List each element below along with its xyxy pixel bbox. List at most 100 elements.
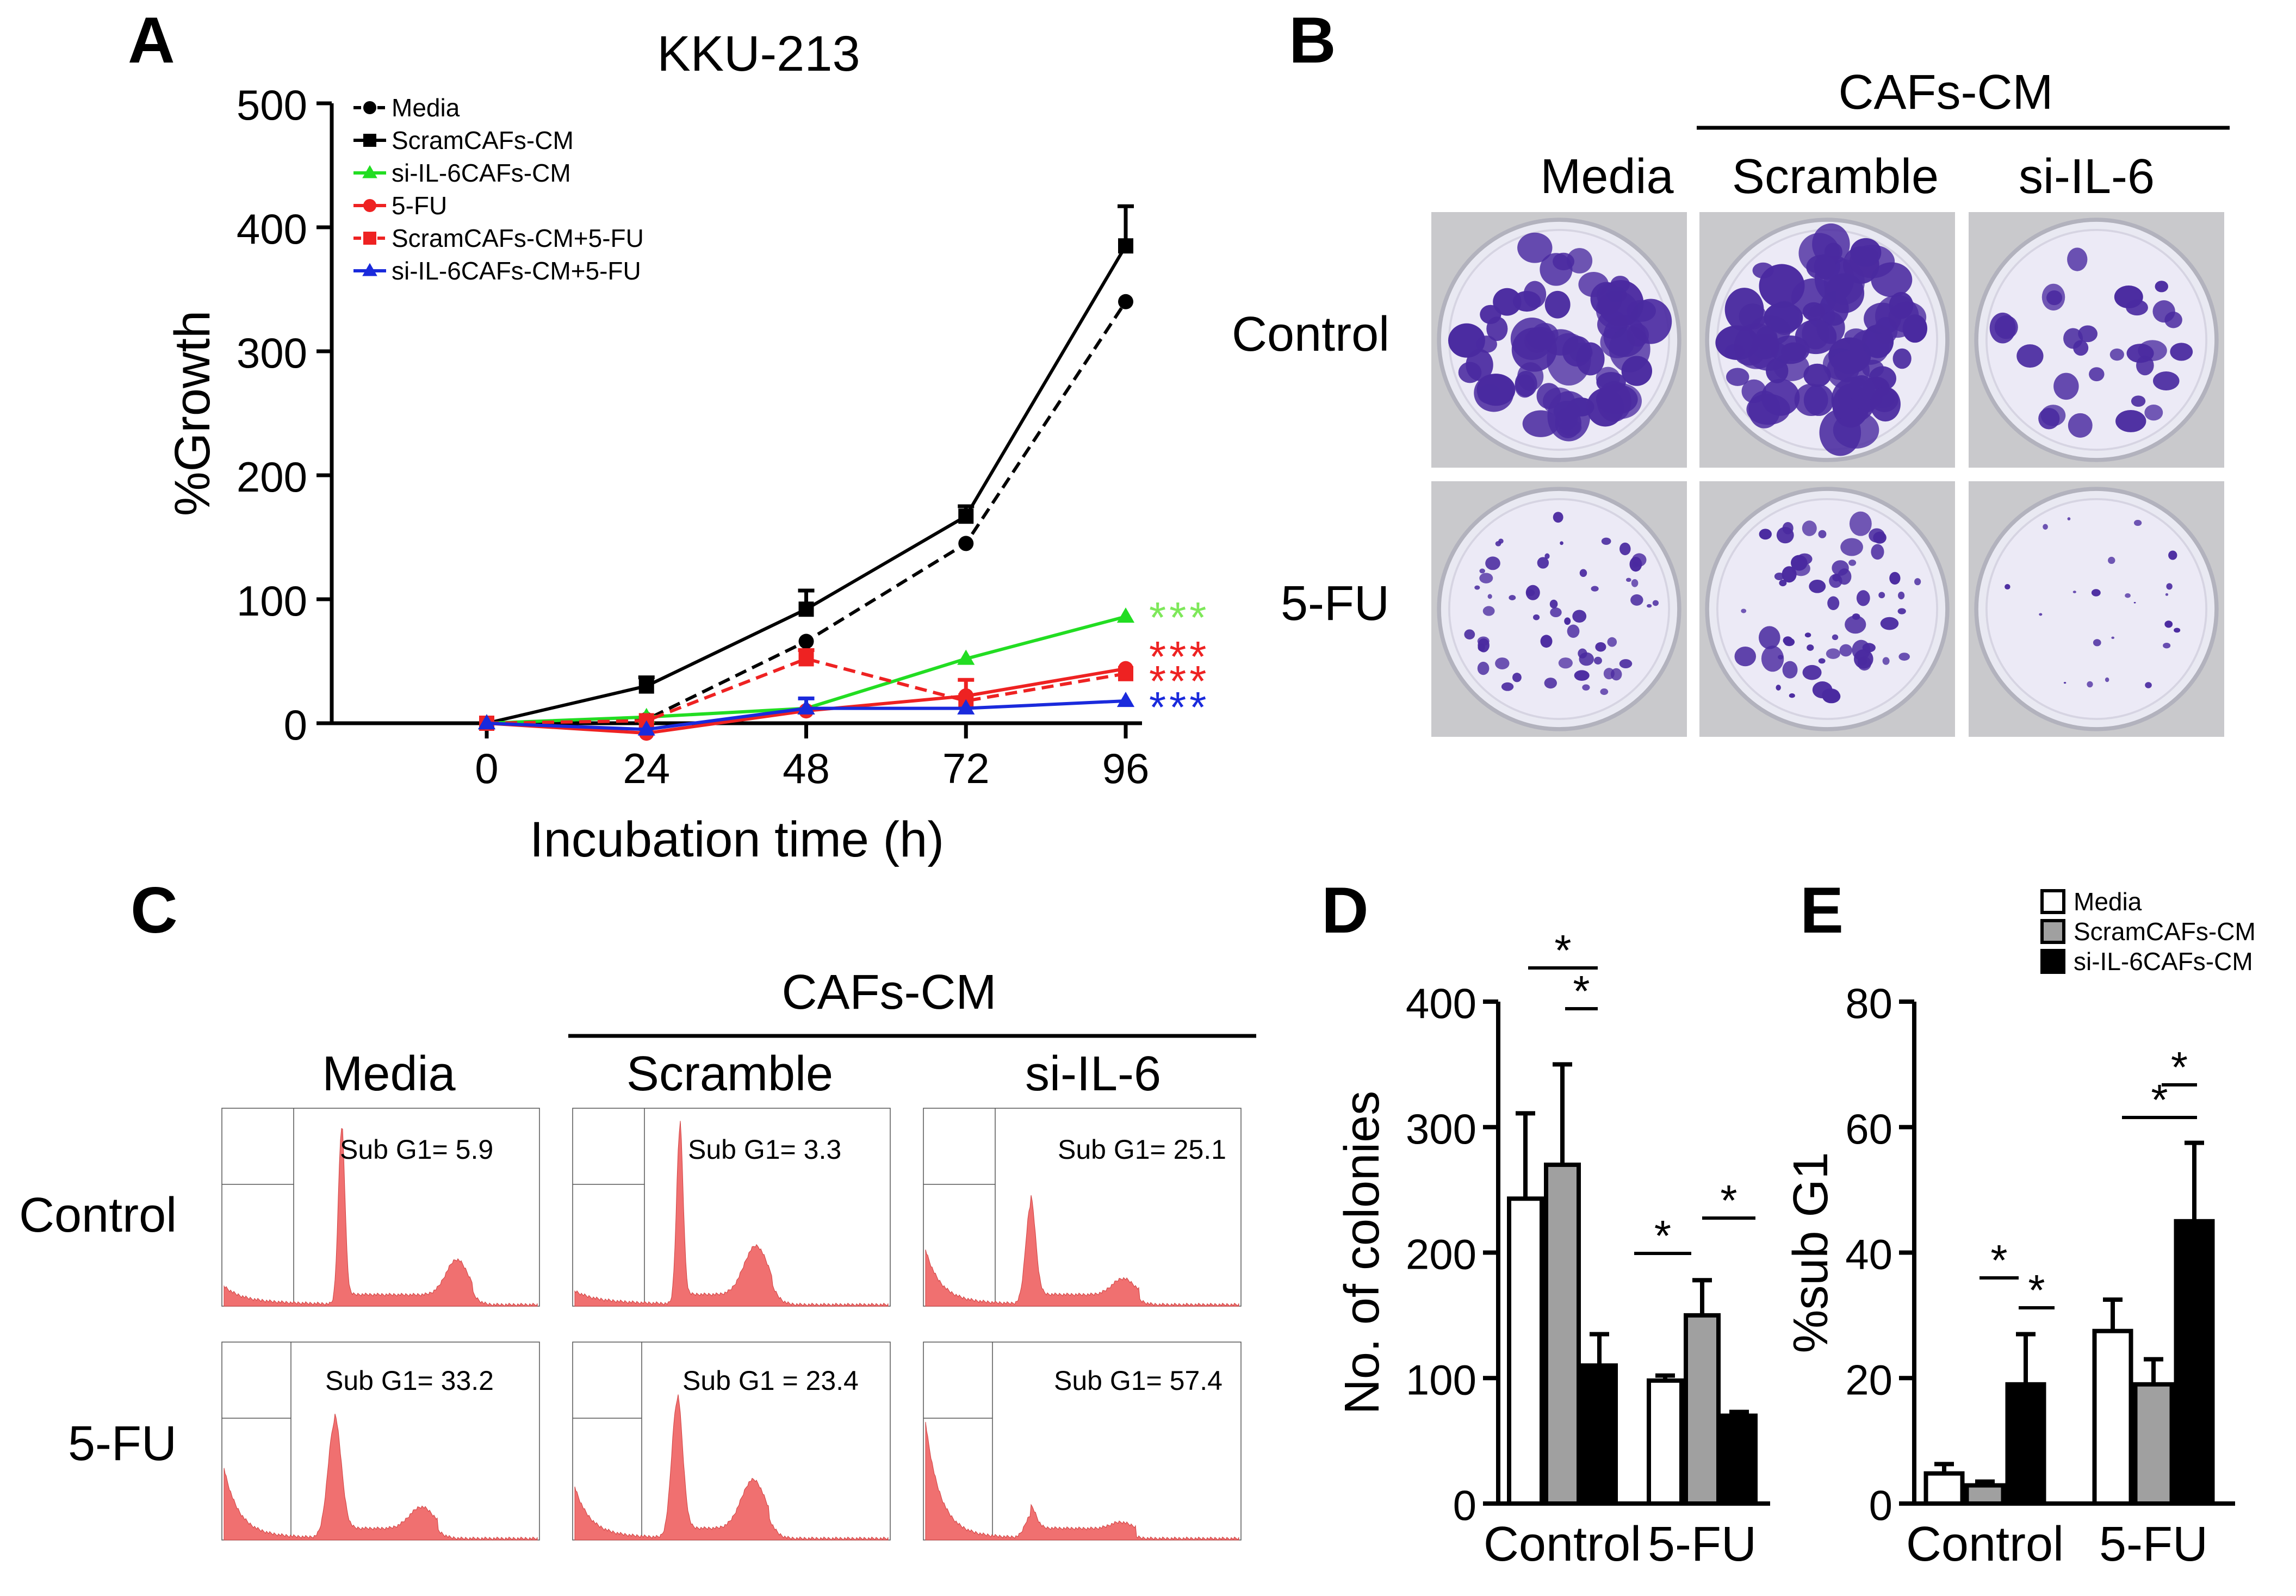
chart-d-sig-star: *: [1554, 926, 1571, 974]
colony: [1474, 585, 1480, 590]
colony: [1803, 363, 1831, 387]
chart-a-legend-marker: [363, 199, 376, 212]
colony: [1870, 387, 1901, 422]
colony: [1827, 596, 1840, 610]
colony: [2093, 639, 2101, 647]
chart-a-xtick-label: 0: [475, 744, 498, 792]
chart-d-bar: [1647, 1378, 1684, 1506]
facs-scramble-control: [568, 1104, 895, 1316]
colony: [1839, 644, 1853, 657]
b-col-si-il6: si-IL-6: [2019, 150, 2155, 204]
colony: [1627, 324, 1649, 347]
colony: [1724, 288, 1764, 332]
colony: [1741, 608, 1747, 613]
chart-a-data-point: [638, 678, 654, 694]
colony: [1735, 345, 1764, 366]
colony: [2089, 367, 2105, 382]
colony: [2043, 524, 2048, 530]
chart-a-data-point: [1118, 238, 1133, 254]
colony: [1564, 617, 1571, 625]
chart-e-legend-swatch: [2040, 889, 2065, 914]
chart-a-xtick-label: 96: [1102, 744, 1150, 792]
colony: [2168, 550, 2177, 560]
colony: [2133, 520, 2142, 526]
chart-a-data-point: [477, 714, 496, 730]
chart-e-ytick-label: 80: [1845, 979, 1892, 1027]
chart-a-ytick-label: 500: [237, 81, 307, 129]
colony: [1479, 568, 1485, 574]
colony: [2067, 517, 2071, 520]
colony: [1989, 312, 2016, 344]
facs-histogram: [224, 1413, 538, 1541]
colony: [2111, 636, 2115, 639]
facs-media-5fu: [218, 1338, 544, 1550]
b-col-media: Media: [1540, 150, 1674, 204]
colony: [1647, 604, 1652, 608]
panel-b-headings: CAFs-CM Media Scramble si-IL-6 Control 5…: [1232, 65, 2230, 631]
colony: [2087, 681, 2093, 688]
subg1-label-scramble-control: Sub G1= 3.3: [688, 1134, 842, 1165]
chart-a-data-point: [957, 649, 975, 665]
colony: [2131, 395, 2146, 407]
chart-e-bar: [1964, 1483, 2006, 1506]
colony: [1902, 314, 1927, 343]
colony: [1593, 656, 1602, 665]
b-group-label: CAFs-CM: [1839, 65, 2053, 120]
chart-e-ytick-label: 0: [1869, 1481, 1892, 1529]
subg1-label-media-5fu: Sub G1= 33.2: [325, 1365, 494, 1396]
colony: [1607, 637, 1617, 647]
colony: [1784, 638, 1795, 647]
colony: [1779, 580, 1787, 587]
colony: [1807, 644, 1814, 651]
chart-a-xlabel: Incubation time (h): [530, 812, 944, 867]
colony: [2067, 247, 2088, 271]
colony: [1478, 384, 1501, 404]
chart-d-ytick-label: 300: [1406, 1105, 1476, 1153]
colony: [1558, 657, 1573, 669]
colony: [1631, 553, 1647, 567]
chart-e-ylabel: %sub G1: [1784, 1152, 1838, 1353]
colony: [1619, 542, 1631, 556]
facs-media-control: [218, 1104, 544, 1316]
colony: [1482, 606, 1495, 616]
colony: [1544, 553, 1550, 559]
colony: [1526, 326, 1556, 350]
colony: [1495, 657, 1510, 669]
c-row-5fu: 5-FU: [68, 1417, 177, 1471]
colony: [1515, 370, 1537, 397]
colony: [1882, 657, 1890, 665]
chart-e-ytick-label: 40: [1845, 1231, 1892, 1278]
chart-a-data-point: [958, 536, 974, 551]
chart-e-legend-swatch: [2040, 919, 2065, 944]
colony: [2165, 593, 2169, 596]
chart-e-bar: [2092, 1328, 2133, 1506]
colony: [1509, 595, 1516, 600]
colony: [1892, 348, 1912, 369]
dish-media-control: [1431, 212, 1687, 468]
chart-a-data-point: [958, 508, 974, 524]
chart-a-legend-label: Media: [392, 94, 460, 122]
colony: [2152, 371, 2180, 390]
colony: [2174, 628, 2181, 633]
colony: [2145, 682, 2152, 688]
subg1-label-si-il6-5fu: Sub G1= 57.4: [1054, 1365, 1223, 1396]
chart-a-legend-marker: [363, 101, 376, 114]
colony: [1761, 645, 1784, 672]
colony: [1759, 529, 1772, 540]
colony: [1621, 356, 1653, 386]
colony: [2144, 404, 2163, 421]
c-group-label: CAFs-CM: [782, 965, 997, 1020]
colony: [1547, 391, 1591, 442]
colony: [1804, 632, 1811, 638]
colony: [1849, 511, 1872, 536]
colony: [1782, 522, 1794, 535]
chart-a-xtick-label: 48: [783, 744, 830, 792]
colony: [1776, 685, 1781, 691]
colony: [1822, 688, 1840, 701]
b-row-5fu: 5-FU: [1281, 576, 1389, 631]
colony: [1652, 600, 1659, 606]
chart-a-legend-label: ScramCAFs-CM: [392, 126, 574, 154]
colony: [1789, 693, 1795, 698]
chart-a-legend-marker: [362, 165, 377, 178]
